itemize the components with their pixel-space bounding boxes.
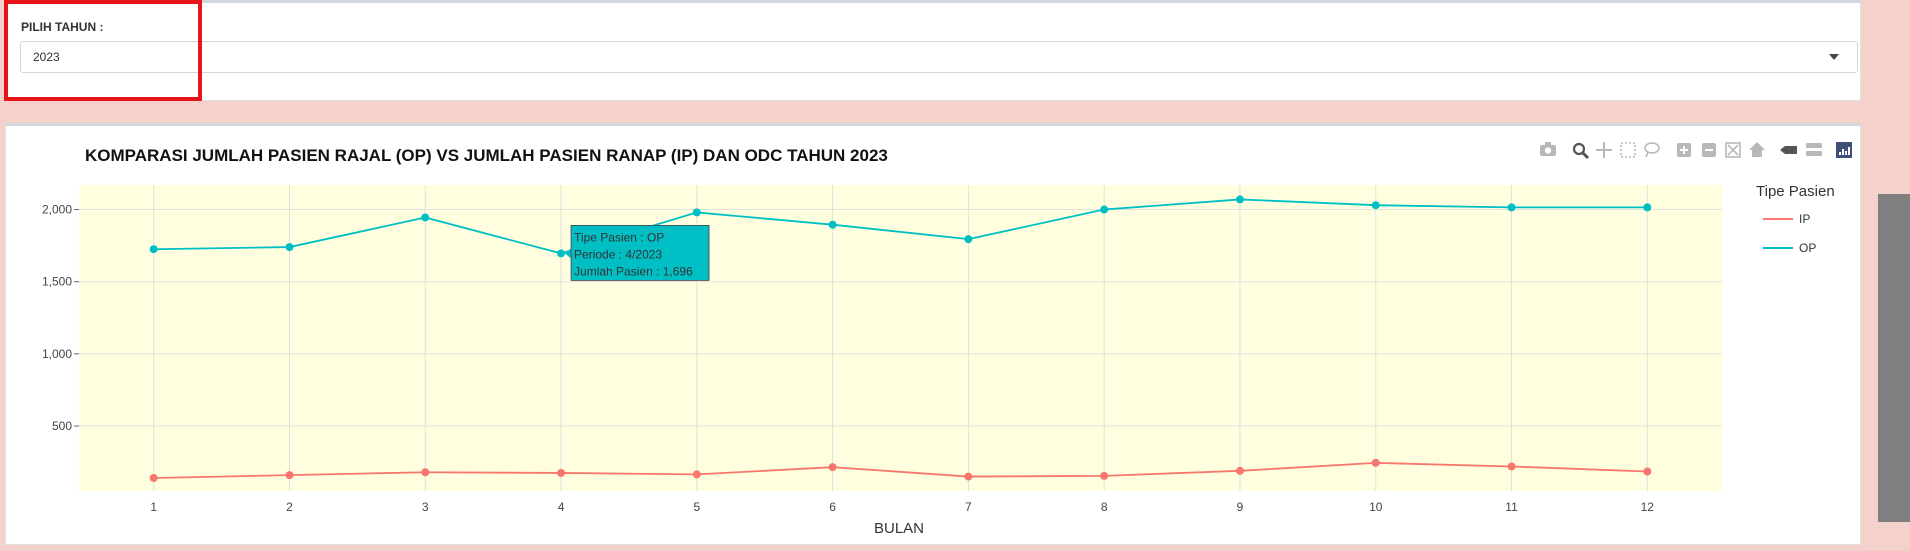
hover-closest-icon[interactable] [1780,146,1797,154]
data-point[interactable] [1643,203,1652,212]
x-tick-label: 11 [1505,500,1518,514]
x-tick-label: 9 [1237,500,1244,514]
lasso-select-icon[interactable] [1644,142,1660,158]
autoscale-icon[interactable] [1725,142,1741,158]
data-point[interactable] [1643,467,1652,476]
tooltip-pointer [565,248,572,259]
tooltip-line1: Tipe Pasien : OP [574,230,664,244]
y-tick-label: 500 [52,419,72,433]
series-line-op [153,198,1648,255]
y-tick-label: 2,000 [42,203,72,217]
legend: Tipe Pasien IP OP [1756,183,1835,255]
tooltip-box [570,225,710,281]
x-tick-label: 1 [150,500,157,514]
scrollbar-thumb[interactable] [1878,194,1910,522]
data-point[interactable] [1507,203,1516,212]
series-ip [149,458,1652,483]
box-select-icon[interactable] [1620,142,1636,158]
tooltip-line2: Periode : 4/2023 [574,247,662,261]
pan-icon[interactable] [1596,142,1612,158]
data-point[interactable] [149,474,158,483]
zoom-icon[interactable] [1572,142,1590,160]
series-op [149,195,1652,258]
plot-area [79,185,1722,491]
hover-compare-icon[interactable] [1806,143,1822,156]
plotly-logo-icon[interactable] [1836,142,1852,158]
x-tick-label: 6 [829,500,836,514]
legend-title: Tipe Pasien [1756,183,1835,200]
data-point[interactable] [557,249,566,258]
year-filter-label: PILIH TAHUN : [21,20,104,34]
y-tick-label: 1,000 [42,347,72,361]
data-point[interactable] [692,470,701,479]
year-select-value: 2023 [33,50,60,64]
data-point[interactable] [421,468,430,477]
data-point[interactable] [1371,201,1380,210]
data-point[interactable] [828,463,837,472]
camera-icon[interactable] [1540,142,1556,156]
grid-lines [79,185,1722,491]
data-point[interactable] [964,472,973,481]
x-tick-label: 7 [965,500,972,514]
zoom-in-icon[interactable] [1677,143,1691,157]
data-point[interactable] [421,213,430,222]
x-tick-label: 5 [693,500,700,514]
data-point[interactable] [828,220,837,229]
legend-item-ip[interactable]: IP [1763,212,1810,226]
reset-axes-icon[interactable] [1749,142,1765,157]
data-point[interactable] [1100,205,1109,214]
data-point[interactable] [692,208,701,217]
y-tick-label: 1,500 [42,275,72,289]
modebar [1540,142,1852,160]
y-axis: 500 1,000 1,500 2,000 [42,203,79,433]
data-point[interactable] [557,468,566,477]
chart-card: KOMPARASI JUMLAH PASIEN RAJAL (OP) VS JU… [5,123,1861,545]
x-tick-label: 2 [286,500,293,514]
x-tick-label: 8 [1101,500,1108,514]
zoom-out-icon[interactable] [1702,143,1716,157]
legend-item-op[interactable]: OP [1763,241,1816,255]
x-axis-title: BULAN [874,520,924,537]
data-point[interactable] [285,243,294,252]
data-point[interactable] [1235,195,1244,204]
data-point[interactable] [1371,458,1380,467]
data-point[interactable] [1507,462,1516,471]
series-layer [149,195,1652,483]
data-point[interactable] [149,245,158,254]
tooltip-line3: Jumlah Pasien : 1,696 [574,264,693,278]
line-chart: KOMPARASI JUMLAH PASIEN RAJAL (OP) VS JU… [42,142,1852,537]
x-tick-label: 4 [558,500,565,514]
legend-label: IP [1799,212,1810,226]
legend-label: OP [1799,241,1816,255]
data-point[interactable] [285,471,294,480]
chevron-down-icon[interactable] [1829,54,1839,60]
data-point[interactable] [1235,466,1244,475]
x-tick-label: 3 [422,500,429,514]
year-select[interactable]: 2023 [20,41,1858,73]
chart-title: KOMPARASI JUMLAH PASIEN RAJAL (OP) VS JU… [85,146,888,165]
hover-tooltip: Tipe Pasien : OP Periode : 4/2023 Jumlah P… [565,225,710,281]
x-tick-label: 10 [1369,500,1383,514]
data-point[interactable] [1100,471,1109,480]
series-line-ip [153,461,1648,479]
data-point[interactable] [964,235,973,244]
x-axis: 1 2 3 4 5 6 7 8 9 10 11 12 [150,500,1654,514]
year-filter-card: PILIH TAHUN : 2023 [5,0,1861,101]
x-tick-label: 12 [1641,500,1655,514]
